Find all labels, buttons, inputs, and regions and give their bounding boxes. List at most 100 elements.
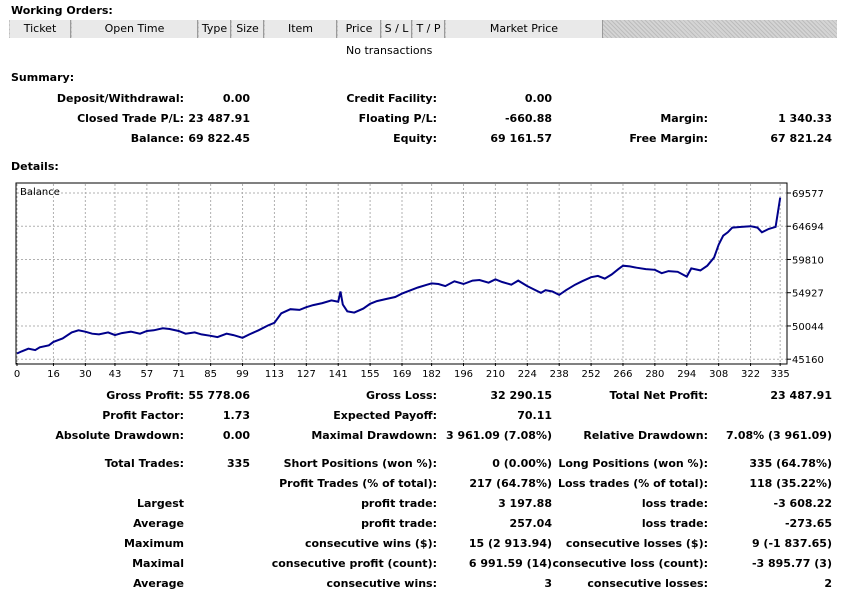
- average-profit-value: 257.04: [509, 517, 552, 530]
- y-tick-label: 54927: [792, 289, 824, 300]
- largest-loss-label: loss trade:: [641, 497, 708, 510]
- short-positions-value: 0 (0.00%): [492, 457, 552, 470]
- maximal-drawdown-value: 3 961.09 (7.08%): [446, 429, 552, 442]
- column-size[interactable]: Size: [232, 20, 264, 38]
- total-net-profit-value: 23 487.91: [770, 389, 832, 402]
- margin-label: Margin:: [660, 112, 708, 125]
- profit-factor-value: 1.73: [222, 409, 250, 422]
- balance-series-line: [16, 197, 782, 355]
- x-tick-label: 57: [140, 369, 153, 380]
- maximal-consecutive-loss-value: -3 895.77 (3): [751, 557, 832, 570]
- chart-title: Balance: [20, 187, 60, 198]
- balance-label: Balance:: [130, 132, 184, 145]
- free-margin-label: Free Margin:: [629, 132, 708, 145]
- absolute-drawdown-value: 0.00: [222, 429, 250, 442]
- total-net-profit-label: Total Net Profit:: [609, 389, 709, 402]
- maximum-label: Maximum: [124, 537, 184, 550]
- long-positions-label: Long Positions (won %):: [558, 457, 708, 470]
- credit-value: 0.00: [524, 92, 552, 105]
- loss-trades-label: Loss trades (% of total):: [557, 477, 708, 490]
- maximal-consecutive-profit-value: 6 991.59 (14): [468, 557, 552, 570]
- x-tick-label: 266: [613, 369, 632, 380]
- maximal-consecutive-loss-label: consecutive loss (count):: [552, 557, 708, 570]
- x-tick-label: 210: [486, 369, 505, 380]
- column-sl[interactable]: S / L: [382, 20, 412, 38]
- x-tick-label: 127: [297, 369, 316, 380]
- x-tick-label: 335: [771, 369, 790, 380]
- free-margin-value: 67 821.24: [770, 132, 832, 145]
- total-trades-value: 335: [227, 457, 250, 470]
- details-title: Details:: [11, 160, 59, 173]
- orders-table-header: Ticket Open Time Type Size Item Price S …: [9, 20, 837, 38]
- closed-pl-value: 23 487.91: [188, 112, 250, 125]
- y-tick-label: 59810: [792, 255, 824, 266]
- x-tick-label: 85: [204, 369, 217, 380]
- largest-profit-label: profit trade:: [361, 497, 437, 510]
- average-consecutive-losses-value: 2: [824, 577, 832, 590]
- x-tick-label: 141: [329, 369, 348, 380]
- largest-profit-value: 3 197.88: [498, 497, 552, 510]
- balance-value: 69 822.45: [188, 132, 250, 145]
- average-consecutive-wins-label: consecutive wins:: [326, 577, 437, 590]
- floating-pl-label: Floating P/L:: [358, 112, 437, 125]
- x-tick-label: 0: [14, 369, 20, 380]
- expected-payoff-label: Expected Payoff:: [333, 409, 437, 422]
- x-tick-label: 43: [109, 369, 122, 380]
- y-tick-label: 45160: [792, 355, 824, 366]
- column-ticket[interactable]: Ticket: [10, 20, 71, 38]
- average-profit-label: profit trade:: [361, 517, 437, 530]
- total-trades-label: Total Trades:: [104, 457, 184, 470]
- max-consecutive-wins-label: consecutive wins ($):: [304, 537, 437, 550]
- column-item[interactable]: Item: [265, 20, 337, 38]
- no-transactions-text: No transactions: [346, 44, 433, 57]
- x-tick-label: 99: [236, 369, 249, 380]
- margin-value: 1 340.33: [778, 112, 832, 125]
- deposit-value: 0.00: [222, 92, 250, 105]
- profit-factor-label: Profit Factor:: [102, 409, 184, 422]
- short-positions-label: Short Positions (won %):: [283, 457, 437, 470]
- gross-profit-label: Gross Profit:: [106, 389, 184, 402]
- deposit-label: Deposit/Withdrawal:: [56, 92, 184, 105]
- y-tick-label: 64694: [792, 222, 824, 233]
- x-tick-label: 322: [741, 369, 760, 380]
- max-consecutive-wins-value: 15 (2 913.94): [468, 537, 552, 550]
- max-consecutive-losses-value: 9 (-1 837.65): [751, 537, 832, 550]
- maximal-consecutive-profit-label: consecutive profit (count):: [271, 557, 437, 570]
- closed-pl-label: Closed Trade P/L:: [77, 112, 184, 125]
- average-label: Average: [133, 517, 184, 530]
- column-tp[interactable]: T / P: [413, 20, 445, 38]
- x-tick-label: 238: [550, 369, 569, 380]
- y-tick-label: 69577: [792, 189, 824, 200]
- x-tick-label: 71: [172, 369, 185, 380]
- credit-label: Credit Facility:: [346, 92, 437, 105]
- loss-trades-value: 118 (35.22%): [749, 477, 832, 490]
- equity-value: 69 161.57: [490, 132, 552, 145]
- x-tick-label: 113: [265, 369, 284, 380]
- x-tick-label: 182: [422, 369, 441, 380]
- column-price[interactable]: Price: [338, 20, 381, 38]
- summary-title: Summary:: [11, 71, 75, 84]
- profit-trades-value: 217 (64.78%): [469, 477, 552, 490]
- x-tick-label: 196: [454, 369, 473, 380]
- column-open-time[interactable]: Open Time: [72, 20, 198, 38]
- maximal-label: Maximal: [132, 557, 184, 570]
- largest-loss-value: -3 608.22: [773, 497, 833, 510]
- gross-loss-label: Gross Loss:: [366, 389, 437, 402]
- largest-label: Largest: [137, 497, 184, 510]
- x-tick-label: 252: [582, 369, 601, 380]
- absolute-drawdown-label: Absolute Drawdown:: [55, 429, 184, 442]
- max-consecutive-losses-label: consecutive losses ($):: [565, 537, 708, 550]
- average-loss-value: -273.65: [784, 517, 832, 530]
- x-tick-label: 294: [677, 369, 696, 380]
- x-tick-label: 155: [361, 369, 380, 380]
- column-type[interactable]: Type: [199, 20, 231, 38]
- relative-drawdown-value: 7.08% (3 961.09): [726, 429, 832, 442]
- x-tick-label: 169: [392, 369, 411, 380]
- average-consecutive-label: Average: [133, 577, 184, 590]
- x-tick-label: 224: [518, 369, 537, 380]
- column-market-price[interactable]: Market Price: [446, 20, 603, 38]
- equity-label: Equity:: [393, 132, 437, 145]
- gross-loss-value: 32 290.15: [490, 389, 552, 402]
- maximal-drawdown-label: Maximal Drawdown:: [311, 429, 437, 442]
